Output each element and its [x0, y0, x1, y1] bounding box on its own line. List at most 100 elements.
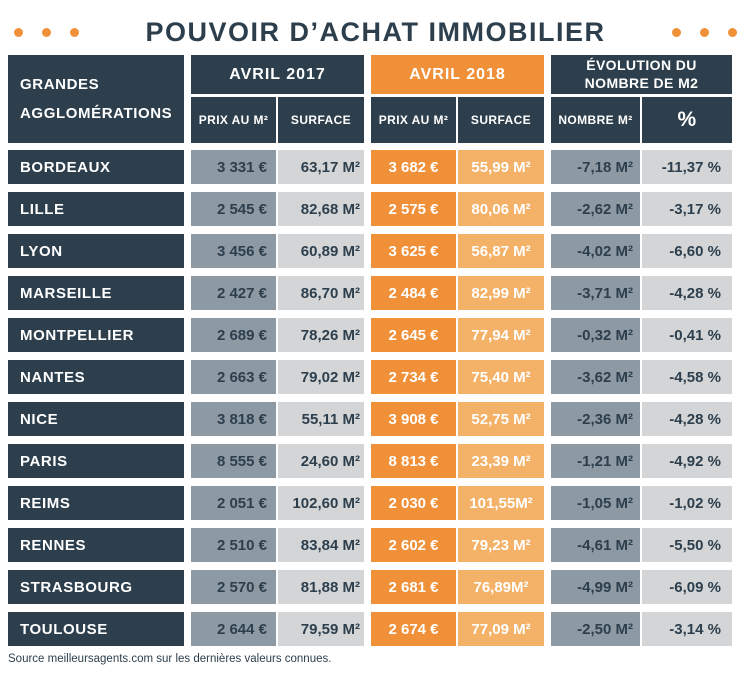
subheader-surface-2018: SURFACE: [458, 97, 544, 143]
table-row: PARIS 8 555 € 24,60 M² 8 813 € 23,39 M² …: [8, 444, 738, 478]
property-table: GRANDES AGGLOMÉRATIONS AVRIL 2017 AVRIL …: [8, 55, 738, 646]
evolution-pct-value: -5,50 %: [642, 528, 732, 562]
prix-2018-value: 2 484 €: [371, 276, 456, 310]
subheader-prix-m2-2017: PRIX AU M²: [191, 97, 276, 143]
surface-2017-value: 102,60 M²: [278, 486, 364, 520]
evolution-m2-value: -2,62 M²: [551, 192, 640, 226]
column-header-agglomerations: GRANDES AGGLOMÉRATIONS: [8, 55, 184, 143]
table-row: TOULOUSE 2 644 € 79,59 M² 2 674 € 77,09 …: [8, 612, 738, 646]
subheader-nombre-m2: NOMBRE M²: [551, 97, 640, 143]
prix-2017-value: 3 818 €: [191, 402, 276, 436]
city-label: REIMS: [8, 486, 184, 520]
table-row: NICE 3 818 € 55,11 M² 3 908 € 52,75 M² -…: [8, 402, 738, 436]
prix-2017-value: 3 331 €: [191, 150, 276, 184]
prix-2017-value: 2 644 €: [191, 612, 276, 646]
surface-2018-value: 55,99 M²: [458, 150, 544, 184]
header-sub-row: PRIX AU M² SURFACE PRIX AU M² SURFACE NO…: [191, 97, 732, 143]
evolution-m2-value: -1,05 M²: [551, 486, 640, 520]
dot-icon: [14, 27, 23, 37]
dot-icon: [728, 27, 737, 37]
prix-2017-value: 2 427 €: [191, 276, 276, 310]
evolution-m2-value: -2,36 M²: [551, 402, 640, 436]
prix-2017-value: 3 456 €: [191, 234, 276, 268]
evolution-m2-value: -0,32 M²: [551, 318, 640, 352]
city-label: STRASBOURG: [8, 570, 184, 604]
evolution-pct-value: -1,02 %: [642, 486, 732, 520]
surface-2018-value: 101,55M²: [458, 486, 544, 520]
dot-icon: [70, 27, 79, 37]
table-row: LILLE 2 545 € 82,68 M² 2 575 € 80,06 M² …: [8, 192, 738, 226]
prix-2017-value: 2 570 €: [191, 570, 276, 604]
table-row: REIMS 2 051 € 102,60 M² 2 030 € 101,55M²…: [8, 486, 738, 520]
surface-2017-value: 79,02 M²: [278, 360, 364, 394]
group-header-evolution-line1: ÉVOLUTION DU: [586, 57, 697, 73]
evolution-pct-value: -3,14 %: [642, 612, 732, 646]
evolution-pct-value: -0,41 %: [642, 318, 732, 352]
surface-2018-value: 52,75 M²: [458, 402, 544, 436]
surface-2018-value: 77,94 M²: [458, 318, 544, 352]
prix-2018-value: 8 813 €: [371, 444, 456, 478]
surface-2018-value: 56,87 M²: [458, 234, 544, 268]
table-row: MONTPELLIER 2 689 € 78,26 M² 2 645 € 77,…: [8, 318, 738, 352]
prix-2018-value: 3 682 €: [371, 150, 456, 184]
surface-2018-value: 80,06 M²: [458, 192, 544, 226]
surface-2017-value: 55,11 M²: [278, 402, 364, 436]
prix-2017-value: 2 545 €: [191, 192, 276, 226]
evolution-pct-value: -11,37 %: [642, 150, 732, 184]
group-header-avril-2018: AVRIL 2018: [371, 55, 544, 94]
surface-2018-value: 82,99 M²: [458, 276, 544, 310]
subheader-surface-2017: SURFACE: [278, 97, 364, 143]
prix-2018-value: 3 908 €: [371, 402, 456, 436]
header-label-line2: AGGLOMÉRATIONS: [20, 105, 173, 122]
surface-2017-value: 81,88 M²: [278, 570, 364, 604]
evolution-m2-value: -4,02 M²: [551, 234, 640, 268]
city-label: MONTPELLIER: [8, 318, 184, 352]
prix-2017-value: 2 663 €: [191, 360, 276, 394]
surface-2018-value: 76,89M²: [458, 570, 544, 604]
table-header: GRANDES AGGLOMÉRATIONS AVRIL 2017 AVRIL …: [8, 55, 738, 143]
prix-2018-value: 2 681 €: [371, 570, 456, 604]
city-label: RENNES: [8, 528, 184, 562]
prix-2017-value: 2 510 €: [191, 528, 276, 562]
evolution-pct-value: -4,28 %: [642, 276, 732, 310]
subheader-prix-m2-2018: PRIX AU M²: [371, 97, 456, 143]
surface-2017-value: 78,26 M²: [278, 318, 364, 352]
evolution-pct-value: -4,28 %: [642, 402, 732, 436]
evolution-m2-value: -7,18 M²: [551, 150, 640, 184]
surface-2017-value: 83,84 M²: [278, 528, 364, 562]
evolution-pct-value: -6,09 %: [642, 570, 732, 604]
group-header-evolution-line2: NOMBRE DE M2: [584, 74, 699, 91]
city-label: TOULOUSE: [8, 612, 184, 646]
prix-2017-value: 2 689 €: [191, 318, 276, 352]
surface-2018-value: 79,23 M²: [458, 528, 544, 562]
dot-icon: [672, 27, 681, 37]
surface-2017-value: 86,70 M²: [278, 276, 364, 310]
prix-2018-value: 2 575 €: [371, 192, 456, 226]
surface-2017-value: 79,59 M²: [278, 612, 364, 646]
city-label: LYON: [8, 234, 184, 268]
evolution-pct-value: -3,17 %: [642, 192, 732, 226]
city-label: NICE: [8, 402, 184, 436]
surface-2017-value: 82,68 M²: [278, 192, 364, 226]
evolution-m2-value: -2,50 M²: [551, 612, 640, 646]
prix-2017-value: 2 051 €: [191, 486, 276, 520]
table-header-right: AVRIL 2017 AVRIL 2018 ÉVOLUTION DU NOMBR…: [191, 55, 732, 143]
table-row: BORDEAUX 3 331 € 63,17 M² 3 682 € 55,99 …: [8, 150, 738, 184]
evolution-pct-value: -4,58 %: [642, 360, 732, 394]
city-label: MARSEILLE: [8, 276, 184, 310]
table-body: BORDEAUX 3 331 € 63,17 M² 3 682 € 55,99 …: [8, 150, 738, 646]
prix-2017-value: 8 555 €: [191, 444, 276, 478]
prix-2018-value: 2 734 €: [371, 360, 456, 394]
table-row: NANTES 2 663 € 79,02 M² 2 734 € 75,40 M²…: [8, 360, 738, 394]
table-row: MARSEILLE 2 427 € 86,70 M² 2 484 € 82,99…: [8, 276, 738, 310]
surface-2017-value: 24,60 M²: [278, 444, 364, 478]
subheader-percent: %: [642, 97, 732, 143]
surface-2018-value: 23,39 M²: [458, 444, 544, 478]
prix-2018-value: 2 030 €: [371, 486, 456, 520]
prix-2018-value: 2 645 €: [371, 318, 456, 352]
group-header-evolution: ÉVOLUTION DU NOMBRE DE M2: [551, 55, 732, 94]
surface-2018-value: 77,09 M²: [458, 612, 544, 646]
title-dots-right: [672, 27, 737, 37]
surface-2017-value: 63,17 M²: [278, 150, 364, 184]
prix-2018-value: 2 602 €: [371, 528, 456, 562]
